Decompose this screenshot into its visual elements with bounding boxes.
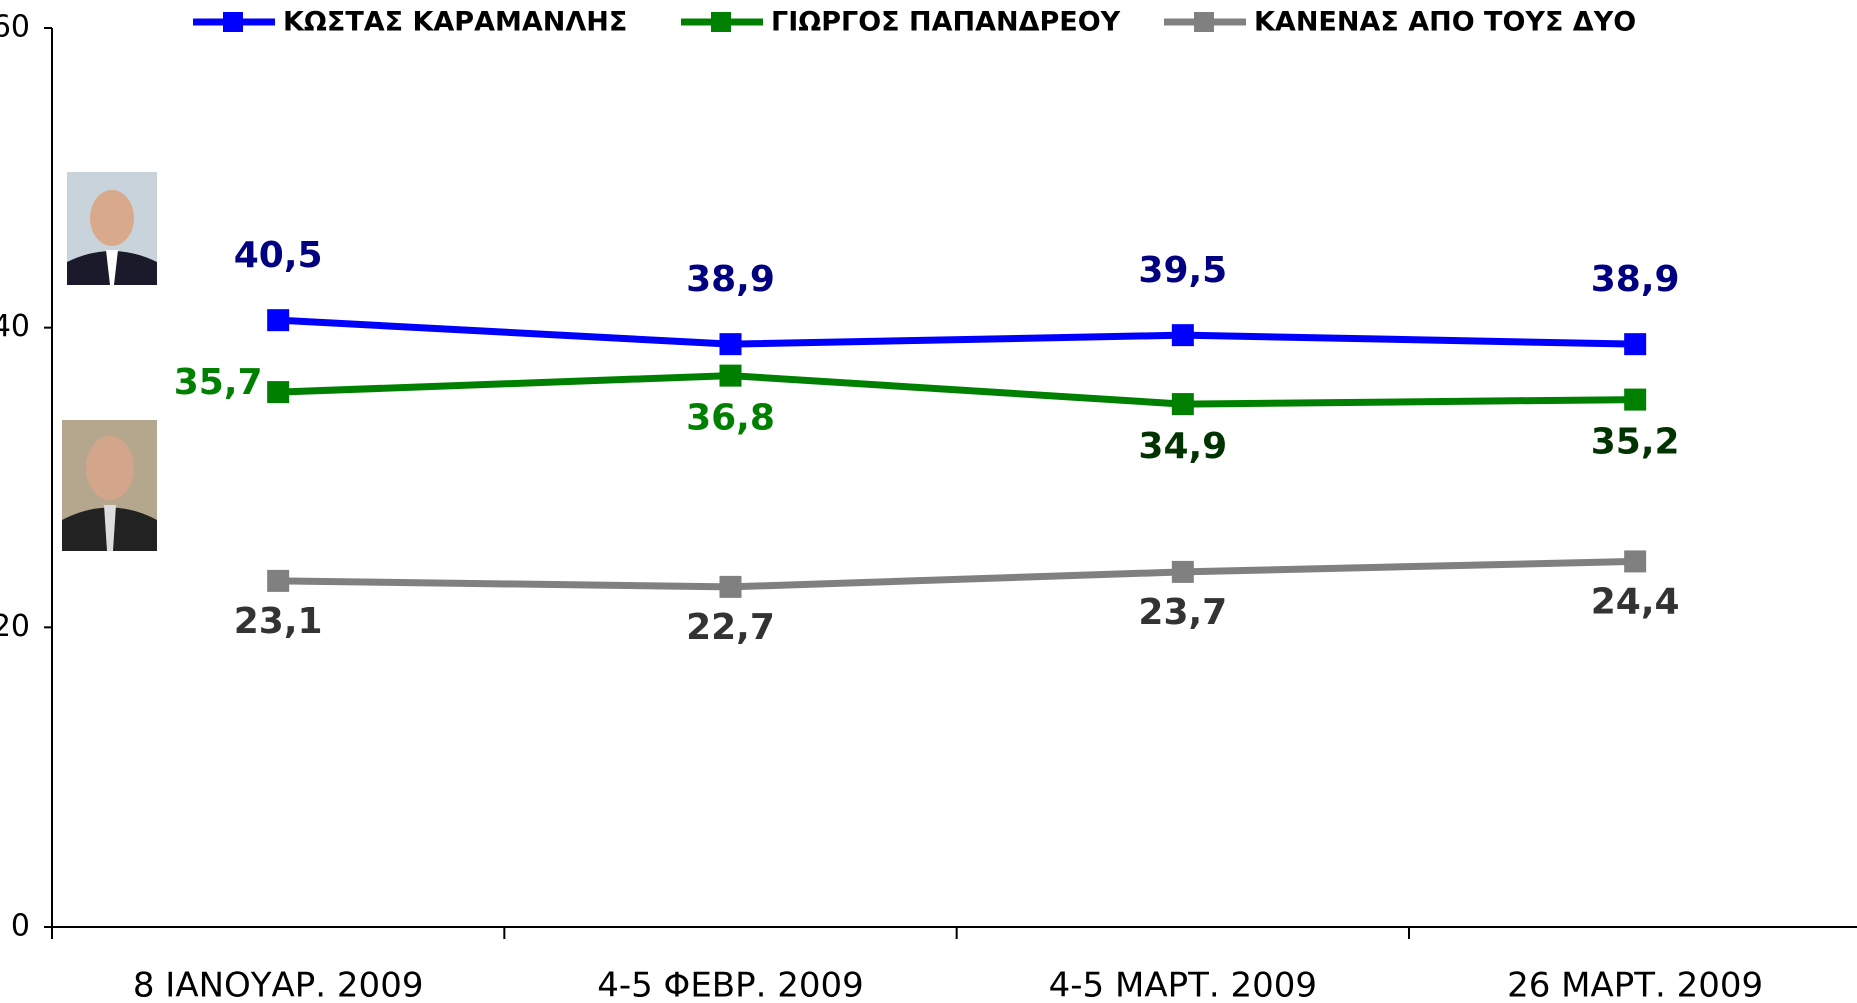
data-label: 35,7 [174,362,263,403]
legend-label: ΚΑΝΕΝΑΣ ΑΠΟ ΤΟΥΣ ΔΥΟ [1254,7,1636,38]
data-label: 35,2 [1591,422,1680,463]
x-tick-label: 4-5 ΦΕΒΡ. 2009 [597,966,864,1003]
x-tick-label: 4-5 ΜΑΡΤ. 2009 [1049,966,1317,1003]
point-marker [719,333,742,356]
photo-karamanlis [67,172,157,285]
legend-label: ΚΩΣΤΑΣ ΚΑΡΑΜΑΝΛΗΣ [283,7,627,38]
data-label: 38,9 [686,259,775,300]
y-tick-label: 20 [0,609,30,644]
y-tick-label: 60 [0,10,30,45]
legend-marker [223,12,243,32]
data-label: 36,8 [686,398,775,439]
point-marker [1171,560,1194,583]
point-marker [267,381,290,404]
series-line [278,557,1636,591]
photo-papandreou [62,420,157,551]
point-marker [719,364,742,387]
legend-marker [711,12,731,32]
y-tick-label: 40 [0,309,30,344]
point-marker [267,309,290,332]
data-label: 39,5 [1138,250,1227,291]
point-marker [267,569,290,592]
x-tick-label: 8 ΙΑΝΟΥΑΡ. 2009 [133,966,424,1003]
data-label: 40,5 [234,235,323,276]
data-label: 34,9 [1138,426,1227,467]
legend-label: ΓΙΩΡΓΟΣ ΠΑΠΑΝΔΡΕΟΥ [771,7,1121,38]
series-line [277,316,1636,348]
legend-marker [1194,12,1214,32]
point-marker [719,575,742,598]
point-marker [1624,550,1647,573]
y-tick-label: 0 [11,909,30,944]
point-marker [1624,388,1647,411]
data-label: 23,1 [234,601,323,642]
point-marker [1624,333,1647,356]
data-label: 38,9 [1591,259,1680,300]
point-marker [1171,393,1194,416]
series-line [278,372,1636,408]
data-label: 22,7 [686,607,775,648]
x-tick-label: 26 ΜΑΡΤ. 2009 [1507,966,1763,1003]
point-marker [1171,324,1194,347]
data-label: 23,7 [1138,592,1227,633]
data-label: 24,4 [1591,581,1680,622]
